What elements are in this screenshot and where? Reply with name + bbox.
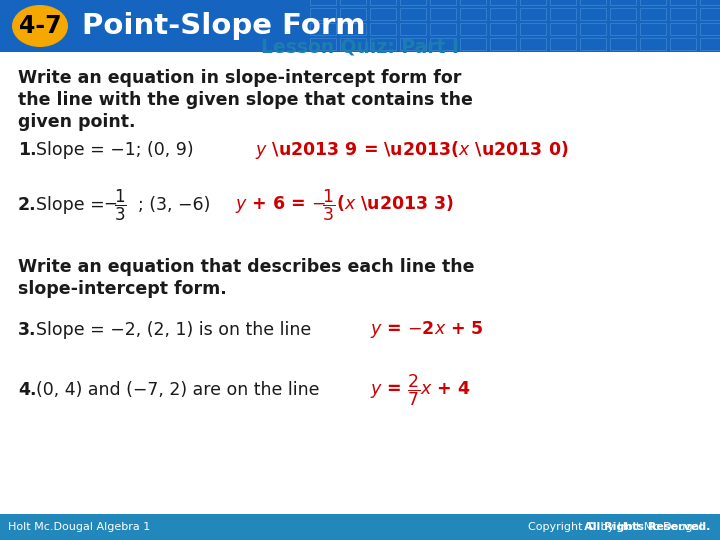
Bar bbox=[700, 23, 720, 35]
Bar bbox=[550, 8, 576, 20]
Text: 4-7: 4-7 bbox=[19, 14, 61, 38]
Bar bbox=[370, 23, 396, 35]
Bar bbox=[370, 0, 396, 5]
Bar bbox=[550, 38, 576, 50]
Bar bbox=[370, 38, 396, 50]
Bar bbox=[310, 38, 336, 50]
Bar bbox=[490, 38, 516, 50]
Text: Write an equation in slope-intercept form for: Write an equation in slope-intercept for… bbox=[18, 69, 462, 87]
Bar bbox=[580, 8, 606, 20]
Text: Write an equation that describes each line the: Write an equation that describes each li… bbox=[18, 258, 474, 276]
Bar bbox=[0, 0, 720, 52]
Bar bbox=[700, 8, 720, 20]
Bar bbox=[640, 38, 666, 50]
Bar bbox=[490, 8, 516, 20]
Bar bbox=[460, 0, 486, 5]
Bar bbox=[340, 23, 366, 35]
Text: $\mathit{y}$ \u2013 9 = \u2013($\mathit{x}$ \u2013 0): $\mathit{y}$ \u2013 9 = \u2013($\mathit{… bbox=[255, 139, 569, 161]
Bar bbox=[400, 38, 426, 50]
Bar bbox=[400, 23, 426, 35]
Bar bbox=[640, 23, 666, 35]
Bar bbox=[490, 23, 516, 35]
Bar bbox=[310, 23, 336, 35]
Text: $\mathit{y}$ = $-$2$\mathit{x}$ + 5: $\mathit{y}$ = $-$2$\mathit{x}$ + 5 bbox=[370, 320, 484, 341]
Bar bbox=[520, 23, 546, 35]
Text: $\mathit{y}$ = $\dfrac{2}{7}$$\mathit{x}$ + 4: $\mathit{y}$ = $\dfrac{2}{7}$$\mathit{x}… bbox=[370, 372, 471, 408]
Text: Holt Mc.Dougal Algebra 1: Holt Mc.Dougal Algebra 1 bbox=[8, 522, 150, 532]
Text: Lesson Quiz: Part I: Lesson Quiz: Part I bbox=[261, 37, 459, 57]
Bar bbox=[700, 38, 720, 50]
Bar bbox=[610, 0, 636, 5]
Bar bbox=[430, 0, 456, 5]
Text: All Rights Reserved.: All Rights Reserved. bbox=[433, 522, 710, 532]
Text: slope-intercept form.: slope-intercept form. bbox=[18, 280, 227, 298]
Bar bbox=[400, 0, 426, 5]
Text: (0, 4) and (−7, 2) are on the line: (0, 4) and (−7, 2) are on the line bbox=[36, 381, 320, 399]
Ellipse shape bbox=[12, 5, 68, 47]
Bar bbox=[460, 8, 486, 20]
Text: ; (3, −6): ; (3, −6) bbox=[138, 196, 210, 214]
Text: 3.: 3. bbox=[18, 321, 37, 339]
Bar bbox=[430, 8, 456, 20]
Bar bbox=[550, 0, 576, 5]
Bar bbox=[610, 38, 636, 50]
Bar bbox=[520, 38, 546, 50]
Bar bbox=[610, 8, 636, 20]
Bar bbox=[670, 8, 696, 20]
Bar bbox=[580, 38, 606, 50]
Bar bbox=[670, 38, 696, 50]
Bar bbox=[340, 38, 366, 50]
Bar bbox=[520, 0, 546, 5]
Text: 2.: 2. bbox=[18, 196, 37, 214]
Bar bbox=[460, 23, 486, 35]
Bar bbox=[670, 0, 696, 5]
Bar bbox=[670, 23, 696, 35]
Text: Slope = −1; (0, 9): Slope = −1; (0, 9) bbox=[36, 141, 194, 159]
Text: 4.: 4. bbox=[18, 381, 37, 399]
Bar bbox=[340, 0, 366, 5]
Text: the line with the given slope that contains the: the line with the given slope that conta… bbox=[18, 91, 473, 109]
Bar bbox=[640, 8, 666, 20]
Text: $-\!\dfrac{1}{3}$: $-\!\dfrac{1}{3}$ bbox=[103, 187, 127, 222]
Bar bbox=[610, 23, 636, 35]
Bar bbox=[580, 0, 606, 5]
Bar bbox=[340, 8, 366, 20]
Bar bbox=[460, 38, 486, 50]
Bar bbox=[520, 8, 546, 20]
Text: Point-Slope Form: Point-Slope Form bbox=[82, 12, 366, 40]
Bar bbox=[370, 8, 396, 20]
Bar bbox=[490, 0, 516, 5]
Bar bbox=[430, 23, 456, 35]
Text: Slope = −2, (2, 1) is on the line: Slope = −2, (2, 1) is on the line bbox=[36, 321, 311, 339]
Text: given point.: given point. bbox=[18, 113, 135, 131]
Bar bbox=[640, 0, 666, 5]
Bar bbox=[310, 8, 336, 20]
Text: 1.: 1. bbox=[18, 141, 37, 159]
Bar bbox=[400, 8, 426, 20]
Text: Copyright © by Holt Mc Dougal.: Copyright © by Holt Mc Dougal. bbox=[528, 522, 710, 532]
Bar bbox=[430, 38, 456, 50]
Bar bbox=[0, 514, 720, 540]
Bar bbox=[580, 23, 606, 35]
Text: Slope =: Slope = bbox=[36, 196, 110, 214]
Bar bbox=[550, 23, 576, 35]
Bar bbox=[700, 0, 720, 5]
Bar bbox=[310, 0, 336, 5]
Text: $\mathit{y}$ + 6 = $-\!\dfrac{1}{3}$($\mathit{x}$ \u2013 3): $\mathit{y}$ + 6 = $-\!\dfrac{1}{3}$($\m… bbox=[235, 187, 454, 222]
